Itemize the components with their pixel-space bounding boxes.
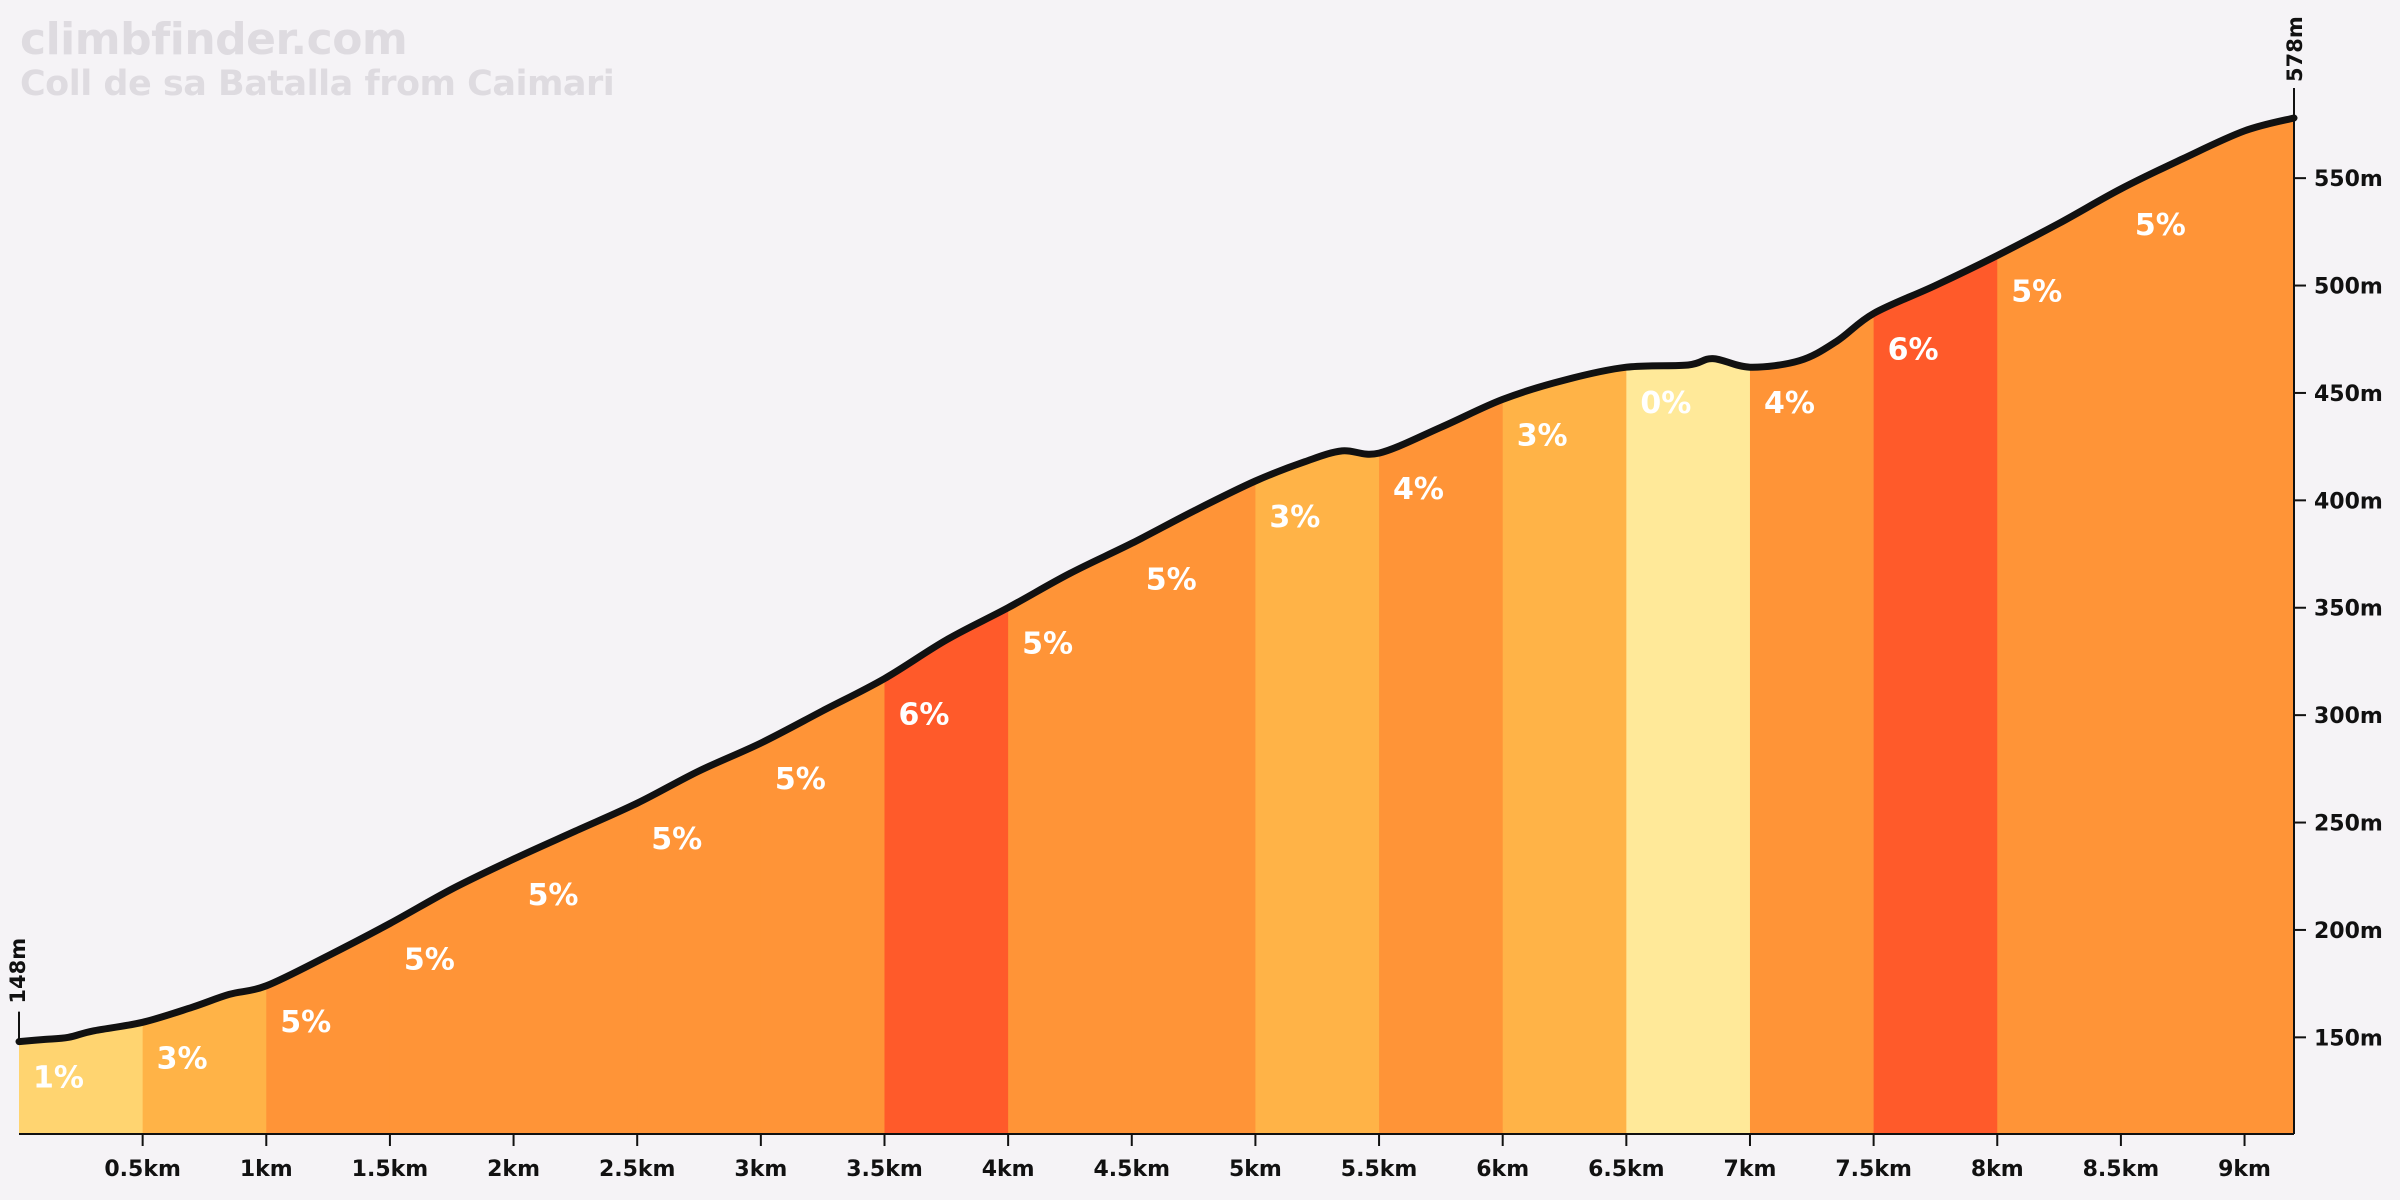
x-tick-label-10: 5km bbox=[1229, 1157, 1282, 1182]
watermark-site: climbfinder.com bbox=[20, 14, 408, 65]
gradient-label-13: 3% bbox=[1517, 418, 1568, 453]
gradient-label-18: 5% bbox=[2135, 208, 2186, 243]
gradient-label-4: 5% bbox=[404, 942, 455, 977]
gradient-segment-7 bbox=[760, 118, 885, 1134]
gradient-segment-16 bbox=[1873, 118, 1998, 1134]
gradient-segment-18 bbox=[2120, 118, 2294, 1134]
y-tick-label-6: 400m bbox=[2314, 489, 2383, 514]
watermark-climb-title: Coll de sa Batalla from Caimari bbox=[20, 64, 615, 104]
y-tick-label-5: 350m bbox=[2314, 597, 2383, 622]
gradient-label-3: 5% bbox=[280, 1005, 331, 1040]
gradient-label-8: 6% bbox=[898, 698, 949, 733]
gradient-segment-17 bbox=[1997, 118, 2122, 1134]
x-tick-label-17: 8.5km bbox=[2083, 1157, 2160, 1182]
x-tick-label-9: 4.5km bbox=[1094, 1157, 1171, 1182]
x-tick-label-5: 2.5km bbox=[599, 1157, 676, 1182]
gradient-segment-14 bbox=[1626, 118, 1751, 1134]
gradient-label-9: 5% bbox=[1022, 627, 1073, 662]
x-tick-label-2: 1km bbox=[240, 1157, 293, 1182]
gradient-label-2: 3% bbox=[157, 1041, 208, 1076]
y-tick-label-1: 150m bbox=[2314, 1026, 2383, 1051]
x-tick-label-3: 1.5km bbox=[352, 1157, 429, 1182]
x-tick-label-1: 0.5km bbox=[104, 1157, 181, 1182]
x-tick-label-15: 7.5km bbox=[1835, 1157, 1912, 1182]
x-tick-label-7: 3.5km bbox=[846, 1157, 923, 1182]
gradient-segment-8 bbox=[884, 118, 1009, 1134]
y-tick-label-3: 250m bbox=[2314, 812, 2383, 837]
gradient-label-12: 4% bbox=[1393, 472, 1444, 507]
y-tick-label-2: 200m bbox=[2314, 919, 2383, 944]
x-tick-label-6: 3km bbox=[734, 1157, 787, 1182]
x-tick-label-11: 5.5km bbox=[1341, 1157, 1418, 1182]
elevation-profile-line bbox=[15, 114, 2298, 1046]
gradient-label-5: 5% bbox=[528, 878, 579, 913]
gradient-label-17: 5% bbox=[2011, 274, 2062, 309]
gradient-segment-1 bbox=[19, 118, 144, 1134]
x-tick-label-4: 2km bbox=[487, 1157, 540, 1182]
y-tick-label-9: 550m bbox=[2314, 167, 2383, 192]
y-tick-label-8: 500m bbox=[2314, 275, 2383, 300]
gradient-label-11: 3% bbox=[1269, 500, 1320, 535]
x-tick-label-18: 9km bbox=[2218, 1157, 2271, 1182]
gradient-label-7: 5% bbox=[775, 762, 826, 797]
y-tick-label-7: 450m bbox=[2314, 382, 2383, 407]
gradient-segment-11 bbox=[1255, 118, 1380, 1134]
gradient-segment-9 bbox=[1008, 118, 1133, 1134]
x-tick-label-12: 6km bbox=[1476, 1157, 1529, 1182]
gradient-label-15: 4% bbox=[1764, 386, 1815, 421]
gradient-label-1: 1% bbox=[33, 1061, 84, 1096]
gradient-segment-15 bbox=[1749, 118, 1875, 1134]
gradient-segment-13 bbox=[1502, 118, 1627, 1134]
gradient-segment-3 bbox=[266, 118, 391, 1134]
x-tick-label-13: 6.5km bbox=[1588, 1157, 1665, 1182]
gradient-label-10: 5% bbox=[1146, 562, 1197, 597]
y-tick-label-4: 300m bbox=[2314, 704, 2383, 729]
gradient-segment-6 bbox=[637, 118, 762, 1134]
gradient-segment-2 bbox=[142, 118, 267, 1134]
gradient-segment-5 bbox=[513, 118, 638, 1134]
end-elevation-label: 578m bbox=[2283, 16, 2307, 82]
gradient-label-16: 6% bbox=[1888, 332, 1939, 367]
x-tick-label-8: 4km bbox=[982, 1157, 1035, 1182]
x-tick-label-14: 7km bbox=[1724, 1157, 1777, 1182]
x-tick-label-16: 8km bbox=[1971, 1157, 2024, 1182]
start-elevation-label: 148m bbox=[6, 938, 30, 1004]
gradient-label-14: 0% bbox=[1640, 386, 1691, 421]
gradient-label-6: 5% bbox=[651, 822, 702, 857]
gradient-segment-12 bbox=[1379, 118, 1504, 1134]
